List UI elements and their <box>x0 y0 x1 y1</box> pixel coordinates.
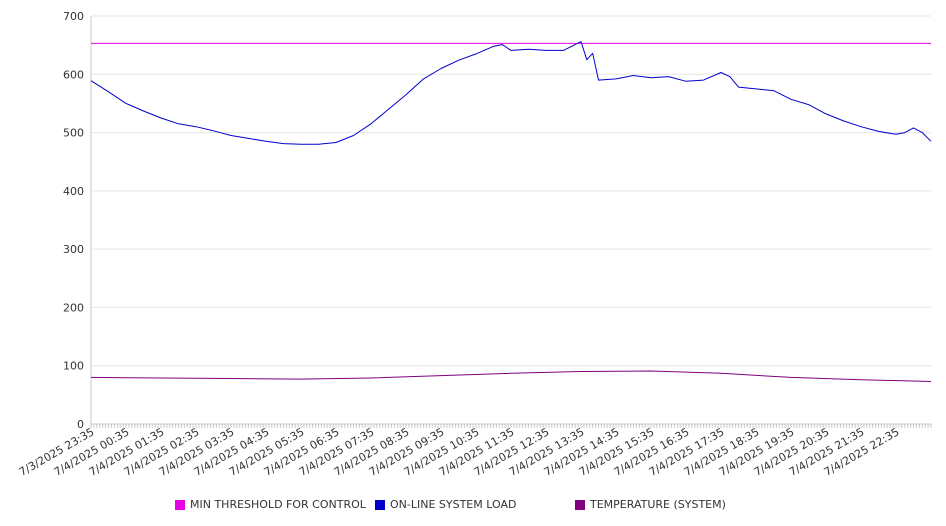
legend-item-system-load[interactable]: ON-LINE SYSTEM LOAD <box>375 498 516 511</box>
legend-item-temperature[interactable]: TEMPERATURE (SYSTEM) <box>575 498 726 511</box>
y-tick-label: 300 <box>63 243 84 256</box>
y-tick-label: 700 <box>63 10 84 23</box>
legend-label-system-load: ON-LINE SYSTEM LOAD <box>390 498 517 511</box>
legend-label-temperature: TEMPERATURE (SYSTEM) <box>590 498 726 511</box>
y-tick-label: 500 <box>63 127 84 140</box>
y-tick-label: 400 <box>63 185 84 198</box>
y-tick-label: 200 <box>63 301 84 314</box>
legend-swatch-system-load <box>375 499 385 510</box>
chart-legend: MIN THRESHOLD FOR CONTROL ON-LINE SYSTEM… <box>0 498 946 514</box>
y-tick-label: 0 <box>77 418 84 431</box>
legend-swatch-temperature <box>575 499 585 510</box>
legend-item-min-threshold[interactable]: MIN THRESHOLD FOR CONTROL <box>175 498 366 511</box>
series-line-system-load <box>90 41 932 145</box>
y-tick-label: 100 <box>63 360 84 373</box>
legend-swatch-min-threshold <box>175 499 185 510</box>
series-line-temperature <box>90 370 932 382</box>
y-tick-label: 600 <box>63 68 84 81</box>
legend-label-min-threshold: MIN THRESHOLD FOR CONTROL <box>190 498 366 511</box>
